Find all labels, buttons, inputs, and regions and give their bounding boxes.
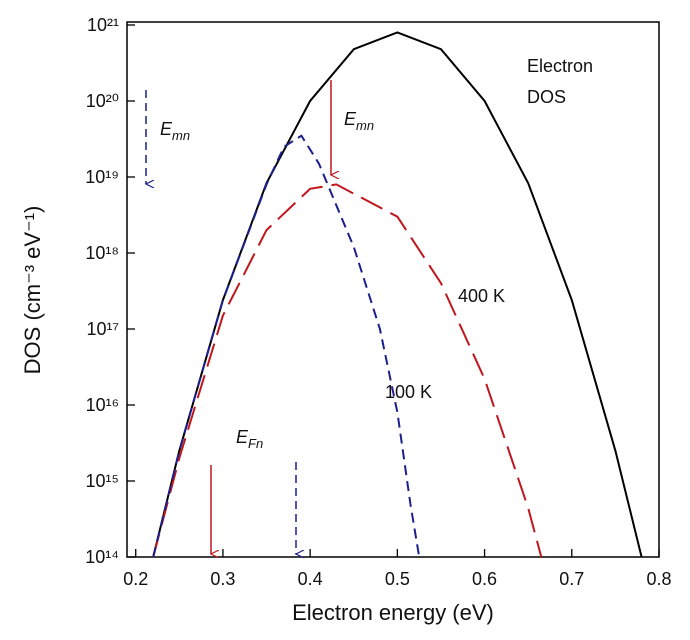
annotation: Emn xyxy=(160,119,190,143)
y-tick-label: 10¹⁹ xyxy=(85,167,119,187)
annotation: EFn xyxy=(236,427,263,451)
legend-label: Electron DOS xyxy=(527,56,593,107)
y-axis-label: DOS (cm⁻³ eV⁻¹) xyxy=(20,206,45,375)
y-tick-label: 10¹⁸ xyxy=(85,243,119,263)
annotation-subscript: mn xyxy=(172,128,190,143)
legend-label: 100 K xyxy=(385,382,432,402)
x-tick-label: 0.6 xyxy=(472,569,497,589)
y-tick-label: 10¹⁶ xyxy=(86,395,119,415)
x-tick-label: 0.7 xyxy=(559,569,584,589)
annotation-subscript: Fn xyxy=(248,436,263,451)
series-line xyxy=(152,134,421,558)
x-tick-label: 0.3 xyxy=(210,569,235,589)
legend-label-line: DOS xyxy=(527,87,566,107)
x-tick-label: 0.8 xyxy=(646,569,671,589)
x-axis-label: Electron energy (eV) xyxy=(292,600,494,625)
x-tick-label: 0.4 xyxy=(298,569,323,589)
x-tick-label: 0.2 xyxy=(123,569,148,589)
y-tick-label: 10¹⁷ xyxy=(86,319,119,339)
annotation: Emn xyxy=(344,109,374,133)
y-tick-label: 10¹⁴ xyxy=(85,547,119,567)
y-tick-label: 10²¹ xyxy=(87,15,119,35)
annotation-symbol: E xyxy=(236,427,249,447)
legend-label-line: Electron xyxy=(527,56,593,76)
y-tick-label: 10¹⁵ xyxy=(86,471,119,491)
series-line xyxy=(152,183,543,558)
x-tick-label: 0.5 xyxy=(385,569,410,589)
y-tick-label: 10²⁰ xyxy=(86,91,119,111)
series-line xyxy=(152,31,643,558)
annotation-symbol: E xyxy=(160,119,173,139)
plot-frame xyxy=(126,21,660,558)
legend-label: 400 K xyxy=(458,286,505,306)
annotation-subscript: mn xyxy=(356,118,374,133)
annotation-symbol: E xyxy=(344,109,357,129)
